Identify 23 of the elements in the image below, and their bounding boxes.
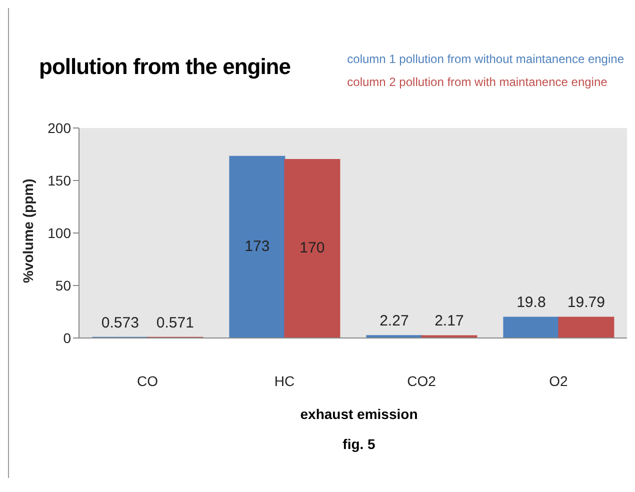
caption: fig. 5: [342, 436, 376, 452]
chart-title: pollution from the engine: [39, 54, 290, 80]
y-tick-label: 100: [48, 224, 72, 241]
x-tick-label: CO: [137, 372, 158, 389]
x-tick-label: CO2: [407, 372, 436, 389]
x-axis-title: exhaust emission: [299, 406, 419, 422]
y-tick-label: 50: [55, 277, 72, 294]
data-label: 2.27: [380, 312, 409, 330]
y-tick-label: 200: [48, 120, 72, 136]
y-tick-label: 150: [48, 172, 72, 188]
data-label: 2.17: [434, 312, 464, 330]
x-tick-label: O2: [549, 372, 568, 389]
data-label: 19.79: [567, 294, 605, 312]
data-label: 0.573: [101, 314, 139, 332]
y-axis-title: %volume (ppm): [20, 178, 36, 283]
data-label: 0.571: [156, 314, 194, 332]
data-label: 170: [300, 240, 325, 257]
y-tick-label: 0: [63, 330, 72, 346]
data-label: 19.8: [516, 294, 546, 312]
text: column 2 pollution from with maintanence engine: [347, 74, 608, 91]
data-label: 173: [244, 238, 270, 256]
x-tick-label: HC: [274, 372, 295, 389]
text: column 1 pollution from without maintanence engine: [347, 51, 624, 68]
